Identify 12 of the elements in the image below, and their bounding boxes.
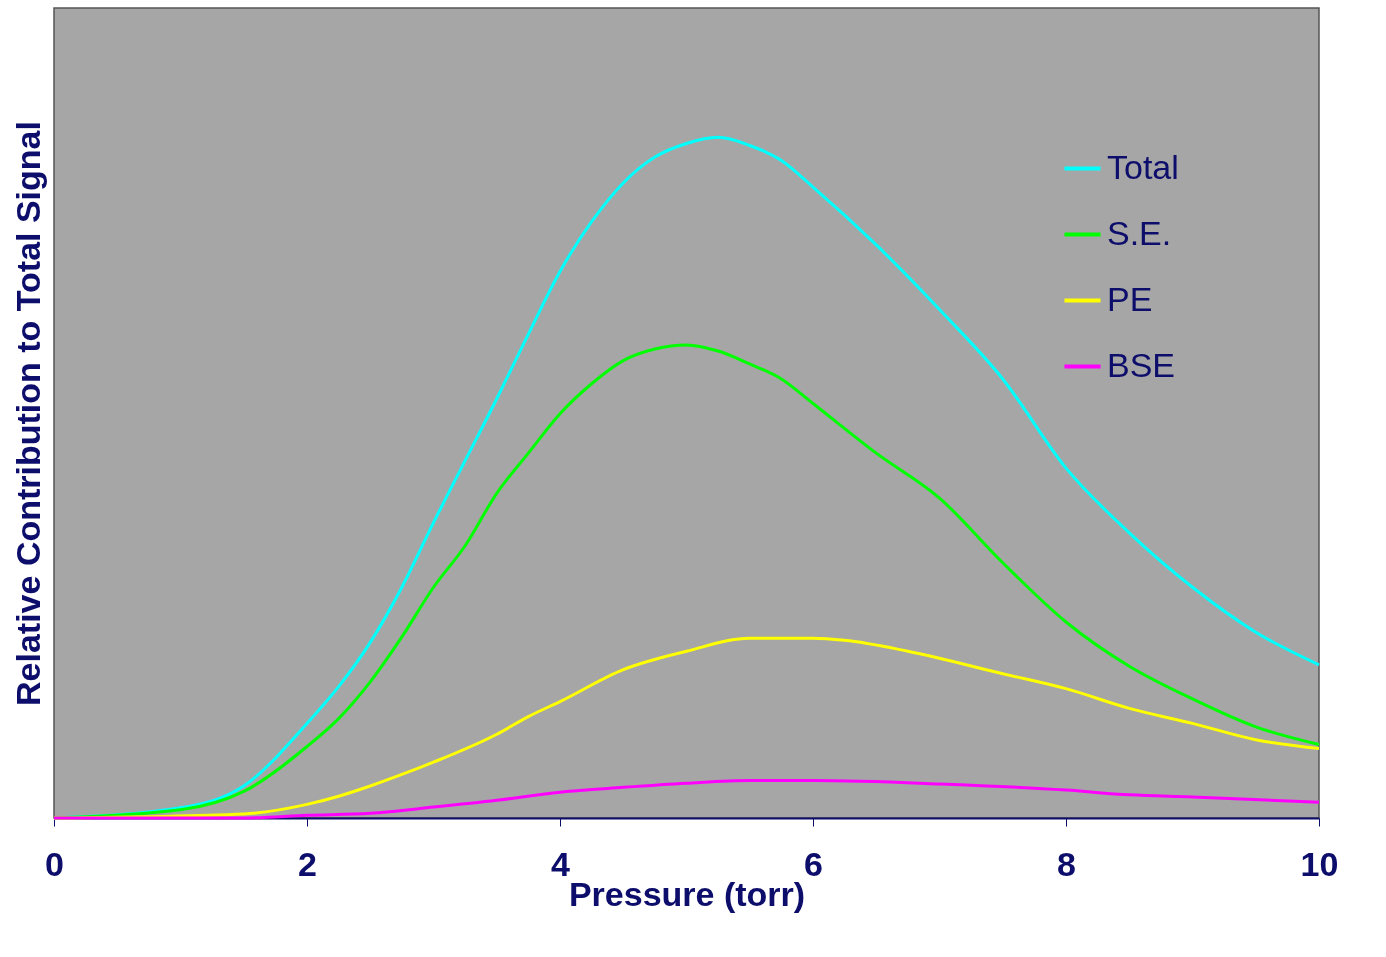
y-axis-title: Relative Contribution to Total Signal: [8, 121, 47, 706]
x-tick-label: 2: [298, 844, 317, 883]
legend-label: Total: [1107, 147, 1179, 186]
x-tick-label: 10: [1300, 844, 1339, 883]
legend-label: BSE: [1107, 345, 1176, 384]
x-tick-label: 0: [45, 844, 64, 883]
legend-label: PE: [1107, 279, 1153, 318]
legend-label: S.E.: [1107, 213, 1172, 252]
x-tick-label: 6: [804, 844, 823, 883]
x-tick-label: 4: [551, 844, 571, 883]
x-tick-label: 8: [1057, 844, 1076, 883]
x-axis-title: Pressure (torr): [568, 874, 806, 913]
